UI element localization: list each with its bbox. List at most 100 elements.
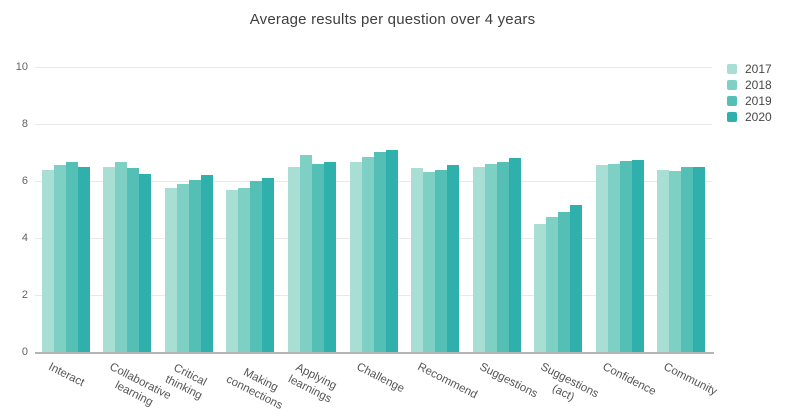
bar-2017-collaborative-learning	[103, 167, 116, 352]
legend-item-2019[interactable]: 2019	[727, 93, 772, 108]
x-tick-label-challenge: Challenge	[354, 361, 406, 396]
bar-2018-recommend	[423, 172, 436, 352]
bar-2019-challenge	[373, 152, 386, 352]
bar-2017-critical-thinking	[164, 188, 177, 352]
bar-2020-suggestions-act	[570, 205, 583, 352]
bar-group-applying-learnings: Applying learnings	[281, 67, 343, 405]
x-tick-label-interact: Interact	[46, 361, 86, 390]
plot-area: Interact Collaborative learning Critical t…	[35, 67, 719, 412]
bar-group-community: Community	[650, 67, 719, 398]
legend-label-2018: 2018	[745, 77, 772, 92]
bar-2017-applying-learnings	[287, 167, 300, 352]
bar-2020-community	[693, 167, 706, 352]
legend-label-2017: 2017	[745, 61, 772, 76]
bar-2019-making-connections	[250, 181, 263, 352]
bar-2020-critical-thinking	[200, 175, 213, 352]
gridline-10	[35, 67, 712, 68]
gridline-8	[35, 124, 712, 125]
bar-2017-interact	[41, 170, 54, 352]
bar-group-collaborative-learning: Collaborative learning	[97, 67, 173, 408]
x-tick-label-community: Community	[661, 361, 720, 399]
bars-challenge	[349, 150, 398, 352]
bar-2017-suggestions-act	[534, 224, 547, 352]
bar-2018-suggestions-act	[546, 217, 559, 352]
legend: 2017 2018 2019 2020	[727, 61, 772, 124]
bar-group-interact: Interact	[35, 67, 97, 389]
bar-2019-suggestions-act	[558, 212, 571, 352]
bar-2018-challenge	[361, 157, 374, 352]
bar-group-critical-thinking: Critical thinking	[158, 67, 220, 402]
bar-2019-suggestions	[496, 162, 509, 352]
bar-2019-confidence	[619, 161, 632, 352]
bars-recommend	[411, 165, 460, 352]
y-tick-label-6: 6	[21, 175, 28, 187]
bar-group-recommend: Recommend	[404, 67, 479, 401]
x-tick-label-confidence: Confidence	[600, 361, 658, 399]
x-tick-label-applying-learnings: Applying learnings	[286, 361, 339, 405]
bar-2019-critical-thinking	[188, 180, 201, 352]
bar-2018-interact	[53, 165, 66, 352]
x-tick-label-collaborative-learning: Collaborative learning	[107, 361, 174, 409]
bar-2017-challenge	[349, 162, 362, 352]
bar-2018-critical-thinking	[176, 184, 189, 352]
bar-group-suggestions: Suggestions	[466, 67, 539, 400]
bars-interact	[41, 162, 90, 352]
bar-2020-challenge	[385, 150, 398, 352]
bars-suggestions-act	[534, 205, 583, 352]
bar-group-making-connections: Making connections	[220, 67, 285, 412]
bar-2019-community	[681, 167, 694, 352]
bar-2018-making-connections	[238, 188, 251, 352]
y-tick-label-4: 4	[21, 232, 28, 244]
bar-2018-suggestions	[484, 164, 497, 352]
legend-item-2018[interactable]: 2018	[727, 77, 772, 92]
bar-2019-interact	[65, 162, 78, 352]
y-tick-label-10: 10	[15, 61, 28, 73]
bar-2020-suggestions	[508, 158, 521, 352]
bar-2020-applying-learnings	[323, 162, 336, 352]
legend-swatch-2019	[727, 95, 737, 106]
bar-2017-making-connections	[226, 190, 239, 352]
bar-group-confidence: Confidence	[589, 67, 658, 398]
bars-confidence	[595, 160, 644, 352]
bar-2017-recommend	[411, 168, 424, 352]
bar-2018-confidence	[607, 164, 620, 352]
x-tick-label-recommend: Recommend	[415, 361, 480, 402]
x-axis-line	[35, 352, 714, 354]
bar-2020-confidence	[631, 160, 644, 352]
bar-2017-suggestions	[472, 167, 485, 352]
y-tick-label-0: 0	[21, 346, 28, 358]
bar-2020-making-connections	[262, 178, 275, 352]
bar-2019-collaborative-learning	[127, 168, 140, 352]
bar-2018-collaborative-learning	[115, 162, 128, 352]
bar-2020-collaborative-learning	[139, 174, 152, 352]
bar-2017-confidence	[595, 165, 608, 352]
bar-2018-applying-learnings	[299, 155, 312, 352]
bar-2017-community	[657, 170, 670, 352]
legend-item-2017[interactable]: 2017	[727, 61, 772, 76]
bar-group-suggestions-act: Suggestions (act)	[527, 67, 601, 403]
y-axis: 0 2 4 6 8 10	[0, 0, 30, 416]
legend-label-2020: 2020	[745, 109, 772, 124]
bar-2019-recommend	[435, 170, 448, 352]
x-tick-label-suggestions: Suggestions	[477, 361, 539, 401]
bars-applying-learnings	[287, 155, 336, 352]
chart-title: Average results per question over 4 year…	[249, 11, 536, 28]
bar-2019-applying-learnings	[311, 164, 324, 352]
legend-item-2020[interactable]: 2020	[727, 109, 772, 124]
bars-critical-thinking	[164, 175, 213, 352]
legend-swatch-2017	[727, 63, 737, 74]
bars-making-connections	[226, 178, 275, 352]
x-tick-label-suggestions-act: Suggestions (act)	[538, 361, 601, 404]
bars-collaborative-learning	[103, 162, 152, 352]
legend-swatch-2020	[727, 111, 737, 122]
bar-2020-interact	[77, 167, 90, 352]
bars-community	[657, 167, 706, 352]
bar-group-challenge: Challenge	[343, 67, 406, 395]
bars-suggestions	[472, 158, 521, 352]
legend-label-2019: 2019	[745, 93, 772, 108]
y-tick-label-2: 2	[21, 289, 28, 301]
legend-swatch-2018	[727, 79, 737, 90]
bar-2020-recommend	[447, 165, 460, 352]
bar-2018-community	[669, 171, 682, 352]
